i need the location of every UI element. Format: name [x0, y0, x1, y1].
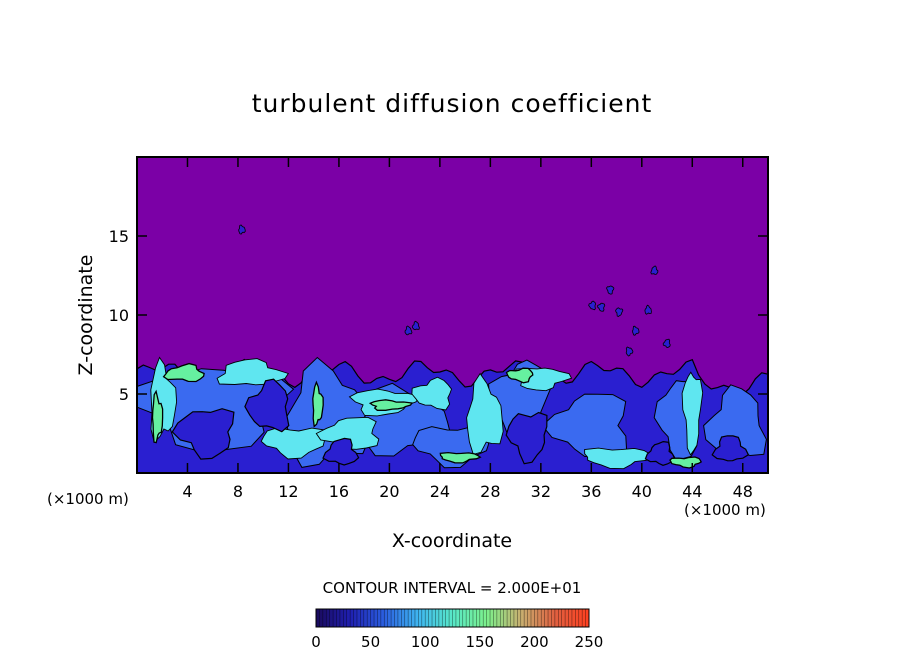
plot-area	[137, 157, 768, 473]
colorbar-tick-label: 100	[411, 633, 440, 651]
colorbar-tick-label: 200	[520, 633, 549, 651]
isolated-patch	[411, 320, 420, 331]
x-tick-label: 8	[233, 482, 243, 501]
isolated-patch	[625, 346, 634, 357]
isolated-patch	[606, 285, 615, 295]
x-tick-label: 48	[733, 482, 753, 501]
low-core	[644, 440, 676, 466]
x-tick-label: 12	[278, 482, 298, 501]
y-axis: 5 10 15	[109, 227, 768, 404]
contour-interval-label: CONTOUR INTERVAL = 2.000E+01	[323, 579, 582, 597]
isolated-patch	[404, 325, 413, 336]
low-core	[322, 437, 360, 466]
low-core	[244, 378, 290, 433]
x-axis-label: X-coordinate	[392, 530, 512, 552]
high-eddy	[315, 416, 380, 450]
x-tick-label: 4	[182, 482, 192, 501]
y-tick-label: 15	[109, 227, 129, 246]
high-eddy	[584, 447, 655, 470]
x-axis: 4 8 12 16 20 24 28 32 36 40 44 48	[182, 157, 753, 501]
x-tick-label: 16	[329, 482, 349, 501]
y-axis-label: Z-coordinate	[75, 255, 97, 376]
colorbar-tick-label: 0	[311, 633, 321, 651]
colorbar-contour-lines	[319, 609, 586, 627]
peak-streak	[312, 380, 324, 428]
x-tick-label: 36	[581, 482, 601, 501]
isolated-patch	[615, 307, 624, 317]
peak-streak	[439, 451, 482, 464]
colorbar-tick-label: 50	[361, 633, 380, 651]
high-eddy	[260, 427, 327, 460]
x-tick-label: 20	[379, 482, 399, 501]
high-eddy	[411, 376, 453, 411]
low-core	[171, 408, 235, 460]
isolated-patch	[588, 300, 597, 311]
low-core	[711, 435, 750, 462]
x-tick-label: 24	[430, 482, 450, 501]
turbulence-field	[137, 224, 768, 473]
colorbar-tick-label: 150	[465, 633, 494, 651]
isolated-patch	[662, 338, 671, 349]
y-tick-label: 5	[119, 385, 129, 404]
peak-streak	[151, 389, 164, 444]
x-tick-label: 40	[632, 482, 652, 501]
peak-streak	[162, 362, 205, 383]
low-core	[505, 411, 548, 465]
isolated-patch	[632, 325, 640, 336]
peak-streak	[669, 456, 703, 469]
peak-streak	[368, 399, 414, 411]
colorbar-ticks: 0 50 100 150 200 250	[311, 633, 603, 651]
high-eddy	[681, 371, 704, 456]
isolated-patch	[650, 265, 659, 275]
y-tick-label: 10	[109, 306, 129, 325]
isolated-patch	[644, 304, 652, 315]
x-tick-label: 44	[682, 482, 702, 501]
colorbar: 0 50 100 150 200 250	[311, 608, 603, 651]
isolated-patch	[238, 224, 246, 235]
colorbar-tick-label: 250	[575, 633, 604, 651]
mid-eddy	[703, 384, 767, 458]
x-unit-right: (×1000 m)	[684, 501, 766, 519]
high-eddy	[466, 372, 504, 455]
x-unit-left: (×1000 m)	[47, 490, 129, 508]
x-tick-label: 32	[531, 482, 551, 501]
chart-title: turbulent diffusion coefficient	[252, 89, 653, 118]
isolated-patch	[597, 302, 606, 312]
peak-streak	[505, 367, 534, 384]
x-tick-label: 28	[480, 482, 500, 501]
